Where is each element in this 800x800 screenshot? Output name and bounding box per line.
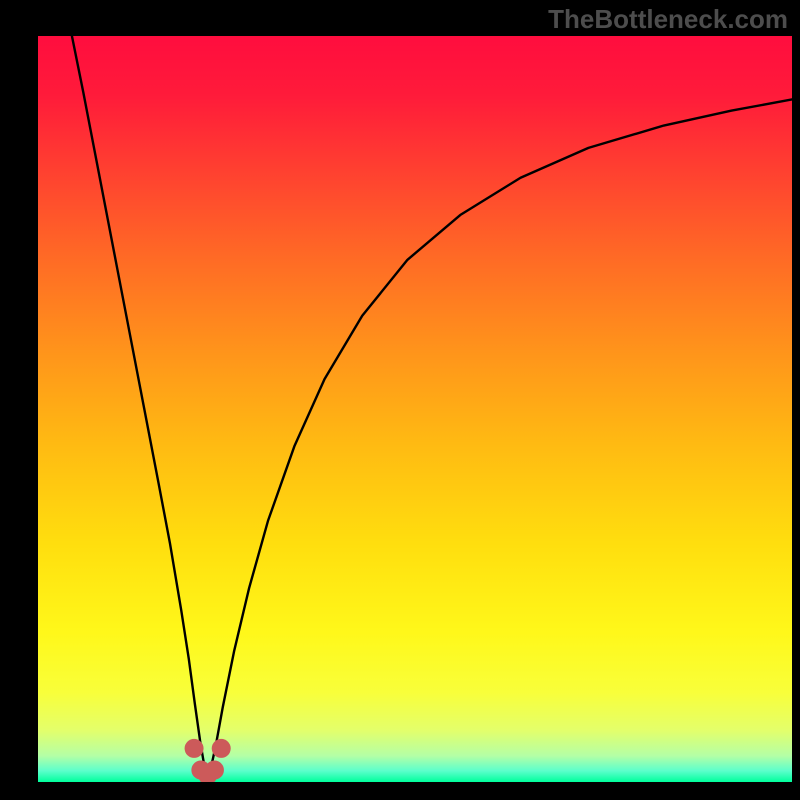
watermark-text: TheBottleneck.com [548,4,788,35]
curve-path [72,36,792,773]
chart-svg [38,36,792,782]
marker-point [212,739,231,758]
marker-point [185,739,204,758]
chart-container: TheBottleneck.com [0,0,800,800]
plot-area [38,36,792,782]
marker-group [185,739,231,782]
marker-point [205,761,224,780]
